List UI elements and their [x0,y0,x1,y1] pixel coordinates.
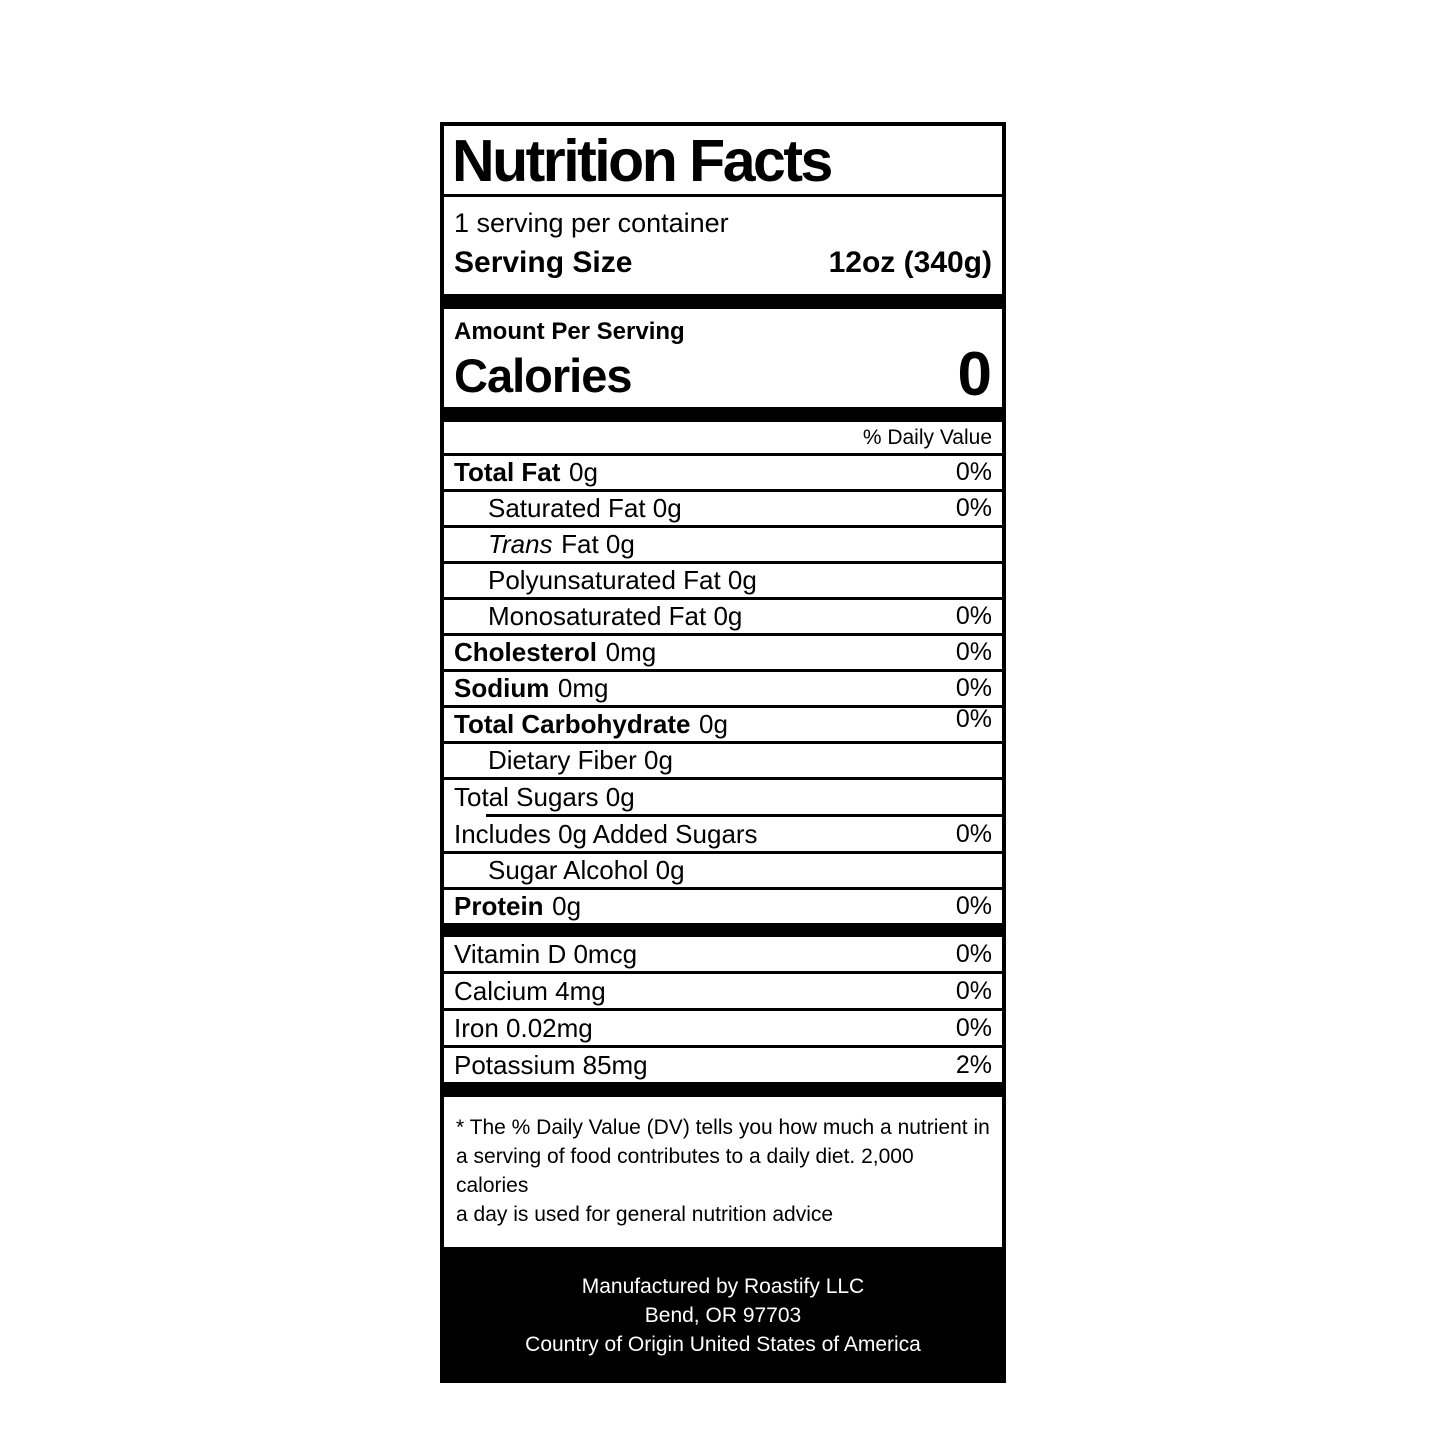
row-total-carbohydrate: Total Carbohydrate 0g 0% [444,705,1002,741]
nutrition-facts-title: Nutrition Facts [452,128,833,194]
row-saturated-fat: Saturated Fat 0g 0% [444,492,1002,525]
manufacturer-footer: Manufactured by Roastify LLC Bend, OR 97… [444,1250,1002,1379]
nutrient-amount: 0mg [557,673,609,703]
row-sugar-alcohol: Sugar Alcohol 0g [444,854,1002,887]
footnote-line: a serving of food contributes to a daily… [456,1145,914,1197]
added-sugars-divider [486,814,1002,817]
section-divider-bar [444,410,1002,422]
calories-box: Amount Per Serving Calories 0 [444,309,1002,407]
nutrient-label: Saturated Fat 0g [488,493,682,523]
nutrient-name: Total Carbohydrate [454,709,691,739]
row-cholesterol: Cholesterol 0mg 0% [444,636,1002,669]
calories-value: 0 [957,340,992,409]
serving-size-label: Serving Size [454,246,633,279]
nutrient-label: Total Carbohydrate 0g [454,709,728,740]
section-divider-bar [444,926,1002,937]
nutrient-name: Cholesterol [454,637,598,667]
daily-value: 0% [955,602,992,630]
nutrient-label: Calcium 4mg [454,975,606,1006]
nutrient-label: Dietary Fiber 0g [488,745,673,775]
daily-value: 0% [955,1013,992,1042]
daily-value: 0% [955,939,992,968]
section-divider-bar [444,297,1002,309]
nutrient-label: Includes 0g Added Sugars [454,818,758,849]
nutrient-amount: Fat 0g [561,529,635,559]
calories-row: Calories 0 [454,340,992,409]
nutrient-amount: 0mg [605,637,657,667]
row-total-fat: Total Fat 0g 0% [444,456,1002,489]
nutrient-amount: 0g [552,891,582,921]
sugars-group-box: Total Sugars 0g Includes 0g Added Sugars… [444,780,1002,851]
country-of-origin-line: Country of Origin United States of Ameri… [525,1333,921,1356]
nutrient-label: Sodium 0mg [454,673,609,704]
manufacturer-line: Manufactured by Roastify LLC [581,1275,865,1298]
daily-value: 0% [955,458,992,486]
nutrient-name: Sodium [454,673,550,703]
nutrient-name: Total Fat [454,457,561,487]
nutrient-label: Sugar Alcohol 0g [488,855,685,885]
daily-value: 2% [955,1050,992,1079]
nutrition-facts-label: Nutrition Facts 1 serving per container … [440,122,1006,1383]
row-trans-fat: Trans Fat 0g [444,528,1002,561]
daily-value: 0% [955,819,992,848]
daily-value: 0% [955,638,992,666]
daily-value-header-row: % Daily Value [444,422,1002,453]
nutrient-label: Protein 0g [454,891,581,922]
row-calcium: Calcium 4mg 0% [444,974,1002,1008]
amount-per-serving-label: Amount Per Serving [454,318,685,345]
daily-value: 0% [955,892,992,920]
row-added-sugars: Includes 0g Added Sugars 0% [444,817,1002,851]
nutrient-amount: 0g [699,709,728,739]
nutrient-label: Cholesterol 0mg [454,637,656,668]
title-box: Nutrition Facts [444,126,1002,194]
nutrient-label: Iron 0.02mg [454,1012,593,1043]
daily-value: 0% [955,674,992,702]
row-dietary-fiber: Dietary Fiber 0g [444,744,1002,777]
serving-size-row: Serving Size 12oz (340g) [454,242,992,284]
nutrient-amount: 0g [568,457,598,487]
servings-per-container: 1 serving per container [454,208,729,238]
manufacturer-address-line: Bend, OR 97703 [644,1304,802,1327]
row-monosaturated-fat: Monosaturated Fat 0g 0% [444,600,1002,633]
row-vitamin-d: Vitamin D 0mcg 0% [444,937,1002,971]
nutrient-label: Potassium 85mg [454,1049,648,1080]
daily-value: 0% [955,494,992,522]
daily-value: 0% [955,976,992,1005]
footnote-line: * The % Daily Value (DV) tells you how m… [456,1116,990,1139]
nutrient-name-italic: Trans [488,529,553,559]
row-sodium: Sodium 0mg 0% [444,672,1002,705]
daily-value: 0% [955,705,992,733]
nutrient-label: Polyunsaturated Fat 0g [488,565,757,595]
footnote-line: a day is used for general nutrition advi… [456,1203,834,1226]
row-iron: Iron 0.02mg 0% [444,1011,1002,1045]
nutrient-label: Total Fat 0g [454,457,598,488]
section-divider-bar [444,1085,1002,1097]
daily-value-header: % Daily Value [862,426,992,449]
row-polyunsaturated-fat: Polyunsaturated Fat 0g [444,564,1002,597]
row-potassium: Potassium 85mg 2% [444,1048,1002,1082]
serving-size-value: 12oz (340g) [828,246,992,279]
nutrient-label: Total Sugars 0g [454,781,635,812]
calories-label: Calories [454,349,632,402]
daily-value-footnote: * The % Daily Value (DV) tells you how m… [444,1097,1002,1247]
serving-info-box: 1 serving per container Serving Size 12o… [444,197,1002,294]
nutrient-label: Monosaturated Fat 0g [488,601,743,631]
nutrient-label: Vitamin D 0mcg [454,938,638,969]
nutrient-label: Trans Fat 0g [488,529,635,560]
row-total-sugars: Total Sugars 0g [444,780,1002,814]
row-protein: Protein 0g 0% [444,890,1002,923]
nutrient-name: Protein [454,891,544,921]
